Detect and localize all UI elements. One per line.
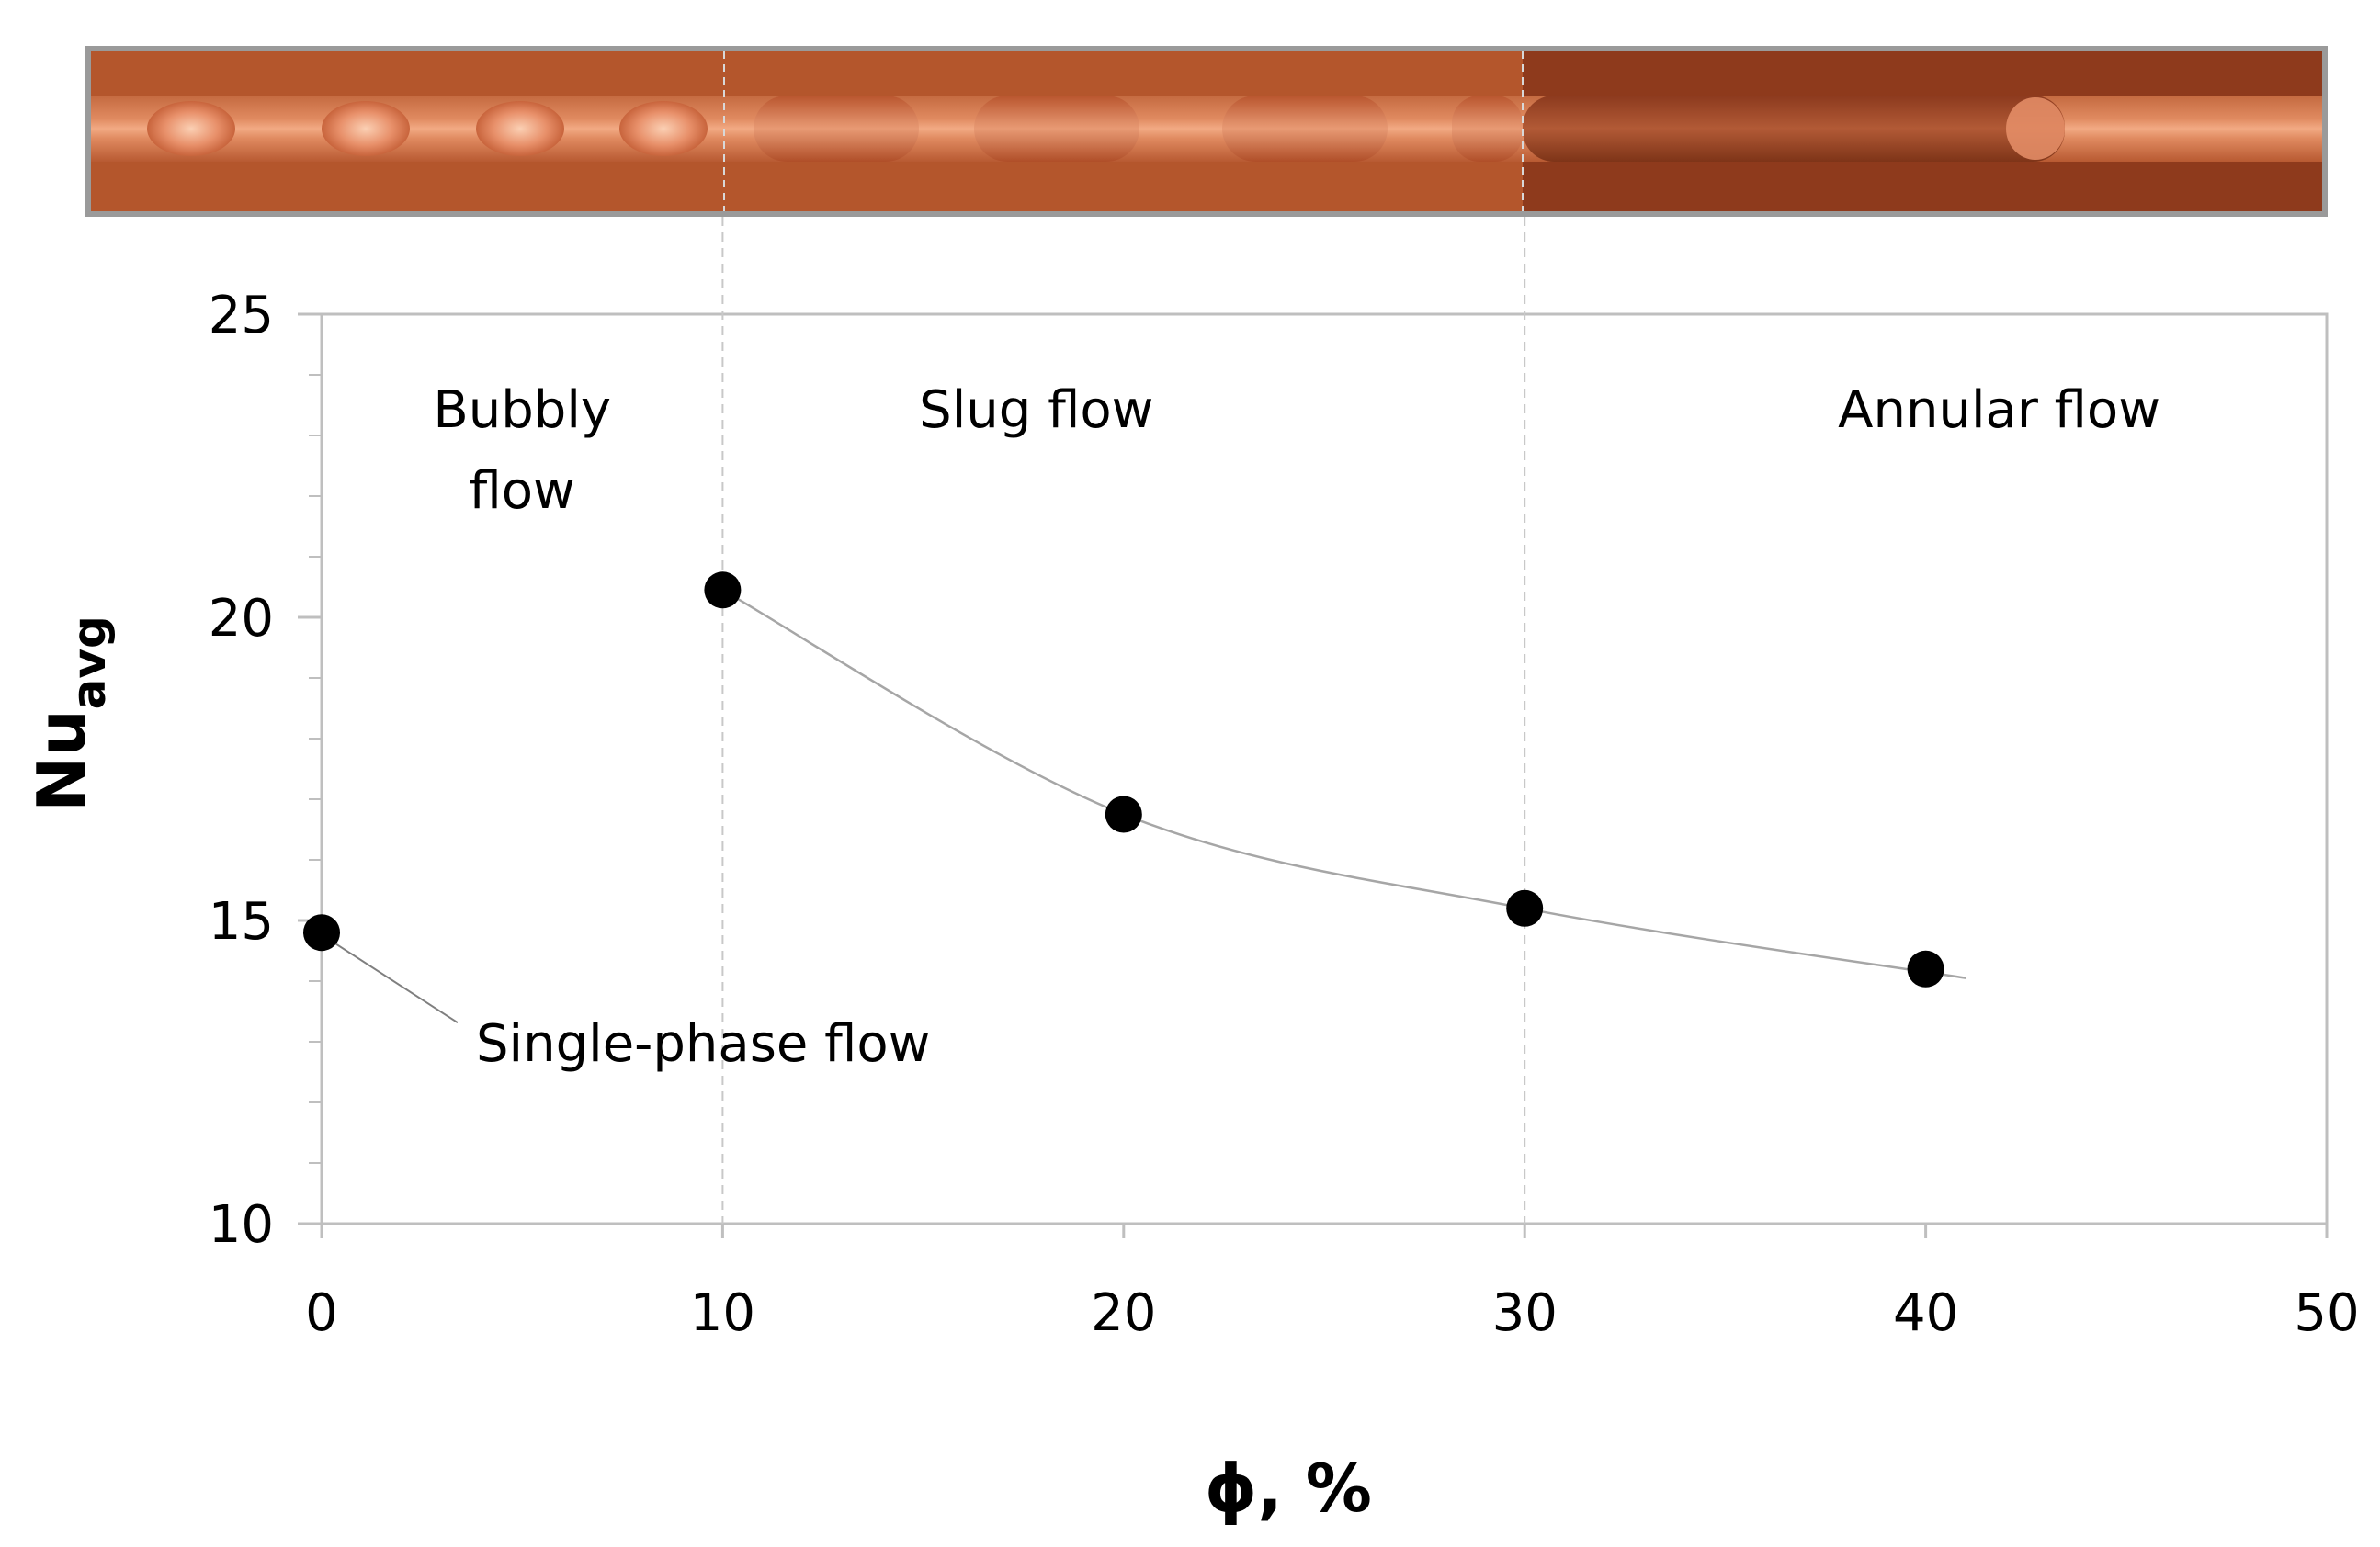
- y-axis-title: Nuavg: [23, 615, 116, 812]
- region-label-line1: Annular flow: [1838, 380, 2160, 440]
- y-tick-label: 10: [209, 1195, 274, 1255]
- x-axis-ticks: 0 10 20 30 40 50: [305, 1224, 2360, 1343]
- bubble: [322, 101, 410, 156]
- bubble: [147, 101, 235, 156]
- annular-section: [1523, 96, 2065, 162]
- annular-tail: [2006, 97, 2065, 160]
- slug-bubble: [974, 96, 1139, 162]
- trendline: [721, 589, 1966, 979]
- data-point: [1105, 796, 1142, 833]
- slug-bubble: [1452, 96, 1523, 162]
- region-label-line1: Slug flow: [919, 380, 1153, 440]
- y-tick-label: 15: [209, 892, 274, 952]
- y-minor-ticks: [309, 313, 322, 1225]
- y-tick-label: 20: [209, 589, 274, 649]
- x-tick-label: 20: [1091, 1283, 1156, 1343]
- tube-photo-strip: [85, 46, 2328, 217]
- x-tick-label: 0: [305, 1283, 338, 1343]
- annular-core: [1523, 96, 2065, 162]
- x-axis-title: ϕ, %: [1205, 1450, 1372, 1527]
- y-axis-ticks: 10 15 20 25: [209, 286, 322, 1255]
- bubbly-section: [147, 101, 708, 156]
- slug-bubble: [754, 96, 919, 162]
- region-label-line2: flow: [470, 461, 575, 521]
- y-axis-title-main: Nu: [23, 709, 100, 812]
- y-tick-label: 25: [209, 286, 274, 345]
- data-point: [303, 914, 340, 952]
- x-tick-label: 30: [1492, 1283, 1558, 1343]
- regime-labels: Bubbly flow Slug flow Annular flow: [433, 380, 2160, 521]
- slug-bubble: [1222, 96, 1388, 162]
- single-phase-annotation: Single-phase flow: [332, 941, 930, 1074]
- x-tick-label: 50: [2294, 1283, 2359, 1343]
- regime-boundaries: [721, 217, 1526, 1224]
- plot-frame: [320, 312, 2329, 1225]
- y-axis-title-subscript: avg: [62, 615, 116, 709]
- x-tick-label: 10: [690, 1283, 755, 1343]
- bubble: [476, 101, 564, 156]
- data-point: [1907, 950, 1944, 988]
- x-tick-label: 40: [1893, 1283, 1958, 1343]
- region-label-line1: Bubbly: [433, 380, 611, 440]
- data-point: [704, 571, 742, 609]
- data-points: [303, 571, 1944, 988]
- annotation-text: Single-phase flow: [476, 1014, 930, 1074]
- annotation-leader: [332, 941, 459, 1024]
- data-point: [1506, 889, 1544, 927]
- bubble: [619, 101, 708, 156]
- slug-section: [754, 96, 1523, 162]
